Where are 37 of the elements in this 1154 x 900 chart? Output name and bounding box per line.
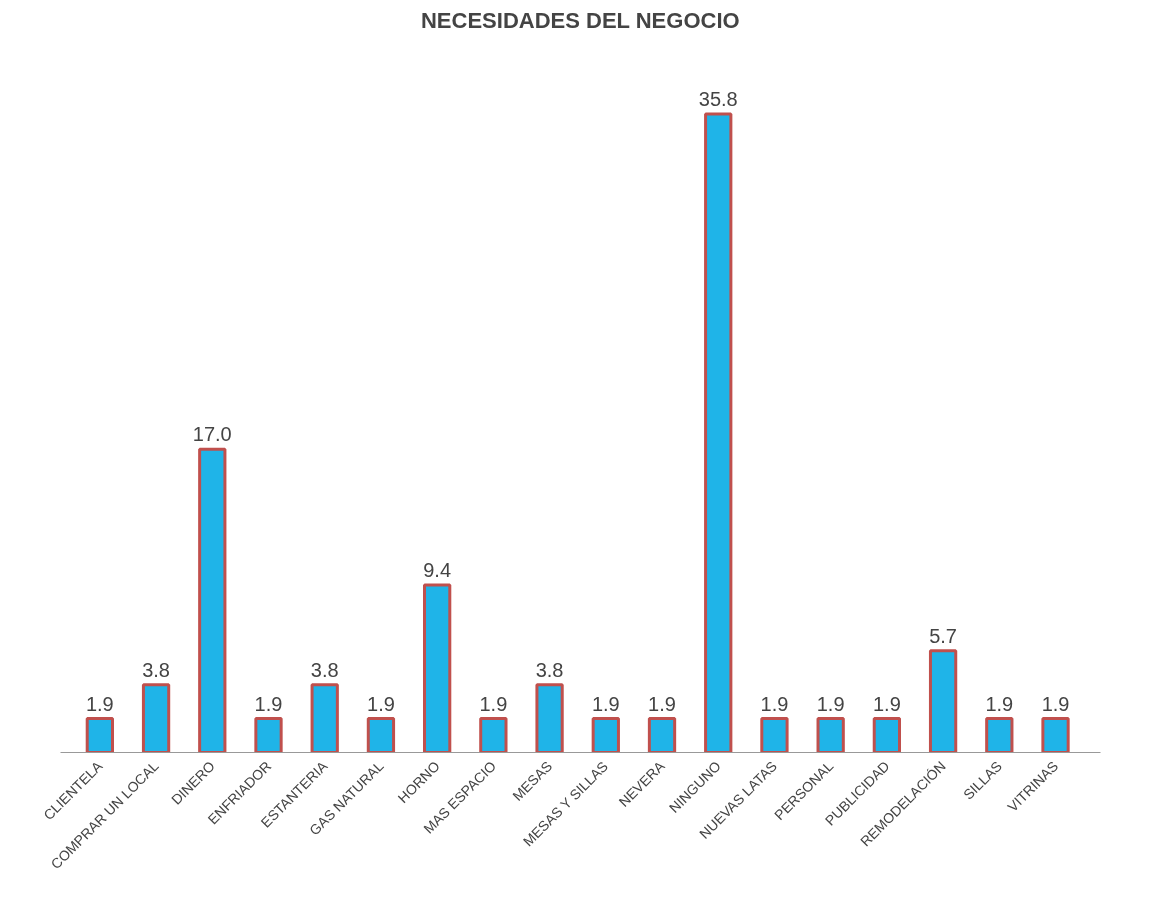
data-label: 3.8 [535, 658, 564, 681]
bar [423, 583, 452, 753]
bar [928, 649, 958, 753]
bar [591, 717, 620, 753]
bar [198, 447, 227, 753]
data-label: 1.9 [479, 692, 508, 715]
bar [535, 683, 564, 753]
bar [760, 717, 789, 753]
data-label: 3.8 [142, 658, 170, 681]
data-label: 1.9 [591, 692, 620, 715]
data-label: 35.8 [698, 88, 738, 111]
data-label: 9.4 [423, 558, 452, 581]
data-label: 1.9 [872, 692, 901, 715]
data-label: 1.9 [648, 692, 676, 715]
data-label: 1.9 [816, 692, 845, 715]
data-label: 1.9 [760, 692, 789, 715]
bar [479, 717, 508, 753]
bar [141, 683, 171, 753]
bar [85, 717, 114, 753]
bar [366, 717, 396, 753]
bar [985, 717, 1014, 753]
data-label: 1.9 [985, 692, 1014, 715]
bar [816, 717, 845, 753]
data-label: 1.9 [85, 692, 114, 715]
chart-title: NECESIDADES DEL NEGOCIO [420, 7, 740, 33]
data-label: 1.9 [1041, 692, 1070, 715]
bar [310, 683, 339, 753]
bar [1041, 717, 1070, 753]
data-label: 17.0 [192, 423, 232, 446]
data-label: 5.7 [929, 624, 958, 647]
bar [704, 112, 733, 753]
data-label: 1.9 [367, 692, 395, 715]
bar [872, 717, 902, 753]
data-label: 1.9 [254, 692, 283, 715]
bar [647, 717, 677, 753]
data-label: 3.8 [310, 658, 339, 681]
bar [254, 717, 283, 753]
